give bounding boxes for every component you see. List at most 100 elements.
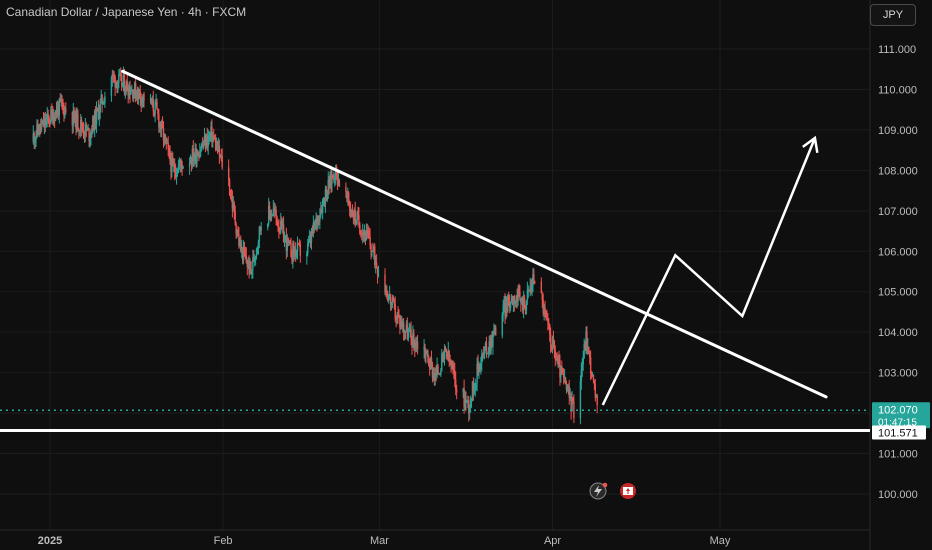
candle-body (139, 91, 141, 99)
candle-body (295, 251, 298, 257)
candle-body (566, 386, 569, 390)
candle-body (244, 254, 247, 257)
candle-body (47, 113, 49, 118)
candle-body (444, 348, 447, 350)
candle-body (308, 236, 311, 241)
candle-body (149, 98, 152, 101)
candle-body (407, 331, 409, 340)
candle-body (435, 373, 437, 376)
candle-body (548, 322, 550, 325)
candle-body (96, 107, 99, 109)
candle-body (590, 374, 593, 377)
candle-body (281, 224, 284, 227)
candle-body (160, 121, 163, 130)
candle-body (306, 253, 308, 256)
candle-body (384, 274, 386, 293)
y-tick-label: 101.000 (878, 449, 918, 461)
candle-body (431, 363, 434, 378)
candle-body (118, 74, 120, 83)
candle-body (465, 396, 467, 403)
candle-body (250, 261, 252, 271)
candle-body (481, 354, 483, 363)
candle-body (586, 331, 588, 350)
candle-body (434, 373, 436, 381)
candle-body (178, 164, 181, 166)
candle-body (554, 350, 556, 360)
candle-body (562, 373, 565, 378)
candle-body (367, 230, 369, 236)
candle-body (167, 142, 169, 148)
y-tick-label: 108.000 (878, 165, 918, 177)
candle-body (472, 381, 475, 394)
candle-body (143, 94, 145, 101)
candle-body (394, 304, 396, 320)
candle-body (284, 235, 287, 237)
candle-body (376, 268, 379, 275)
candle-body (424, 347, 426, 357)
candle-body (589, 351, 591, 358)
candle-body (310, 231, 313, 243)
candle-body (307, 240, 310, 244)
candle-body (519, 292, 521, 299)
candle-body (135, 93, 138, 99)
candle-body (350, 212, 353, 214)
candle-body (163, 134, 166, 141)
candle-body (439, 373, 441, 376)
candle-body (176, 172, 179, 174)
candle-body (111, 73, 114, 79)
candle-body (553, 340, 556, 351)
candle-body (112, 73, 114, 76)
candle-body (134, 83, 137, 99)
candle-body (508, 302, 511, 308)
candle-body (359, 225, 361, 234)
candle-body (269, 212, 272, 219)
candle-body (289, 241, 291, 244)
candle-body (416, 341, 419, 350)
candle-body (232, 203, 235, 209)
candle-body (76, 113, 78, 130)
candle-body (200, 150, 202, 153)
candle-body (156, 101, 158, 110)
candle-body (385, 290, 387, 293)
candle-body (212, 135, 214, 141)
currency-button[interactable]: JPY (870, 4, 916, 26)
candle-body (524, 307, 527, 310)
candle-body (201, 144, 204, 146)
candle-body (562, 373, 564, 375)
candle-body (388, 294, 391, 297)
candle-body (119, 74, 121, 76)
candle-body (93, 116, 95, 131)
y-tick-label: 106.000 (878, 246, 918, 258)
x-tick-label: Feb (214, 535, 233, 547)
candle-body (271, 215, 274, 217)
candle-body (485, 343, 488, 355)
candle-body (228, 180, 231, 195)
candle-body (406, 324, 409, 340)
candle-body (480, 362, 482, 369)
candle-body (332, 175, 334, 177)
candle-body (57, 106, 60, 116)
candle-body (207, 136, 209, 147)
candle-body (582, 358, 584, 365)
candle-body (39, 123, 42, 129)
candle-body (161, 121, 164, 128)
candle-body (297, 243, 300, 245)
candle-body (159, 122, 161, 128)
candle-body (317, 215, 319, 224)
candle-body (65, 108, 67, 113)
y-tick-label: 110.000 (878, 84, 917, 96)
candle-body (251, 269, 253, 271)
candle-body (110, 78, 113, 97)
candle-body (75, 111, 77, 130)
candle-body (121, 82, 124, 86)
candle-body (51, 109, 53, 113)
candle-body (274, 209, 276, 211)
candle-body (410, 329, 412, 338)
candle-body (570, 396, 572, 412)
candle-body (404, 331, 407, 333)
candle-body (56, 106, 59, 115)
candle-body (509, 302, 512, 308)
candle-body (401, 322, 404, 329)
candle-body (569, 396, 571, 398)
